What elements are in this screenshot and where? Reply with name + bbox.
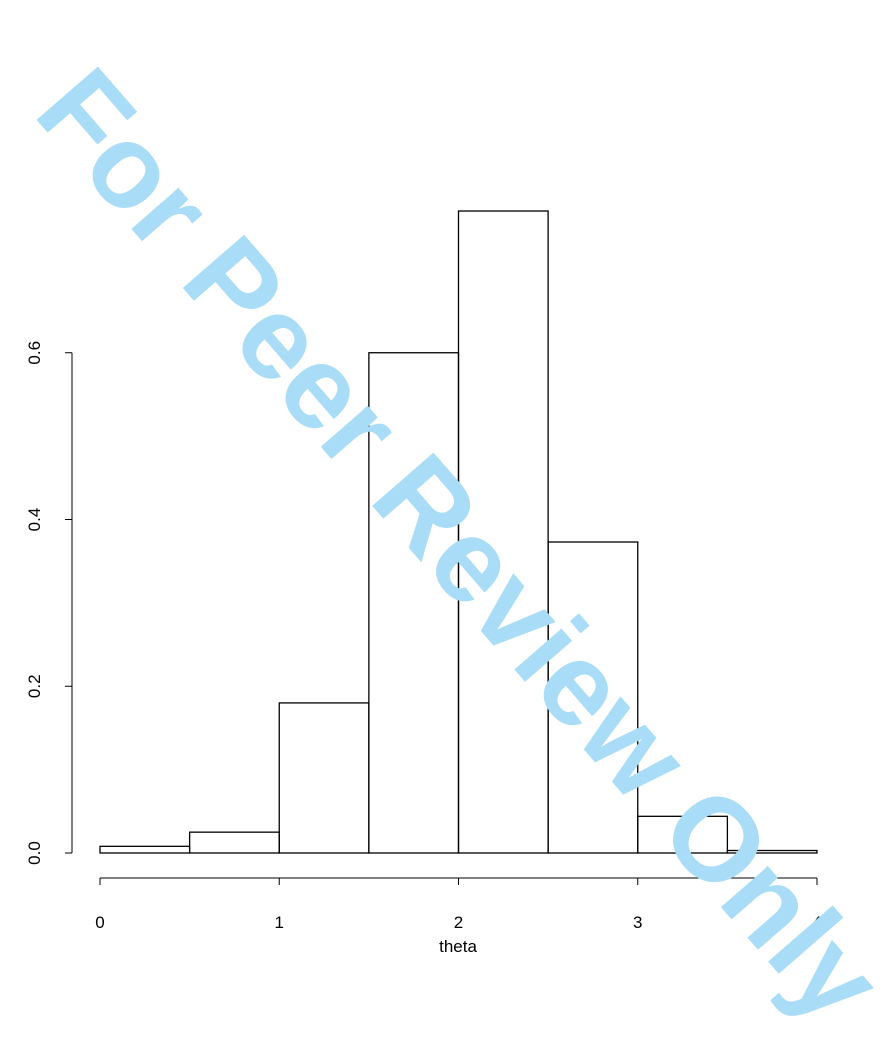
watermark: For Peer Review Only	[12, 44, 883, 1046]
bar	[457, 210, 549, 854]
x-axis-label: theta	[439, 937, 477, 956]
bar	[547, 541, 639, 854]
bar	[278, 702, 370, 854]
y-tick-label: 0.2	[25, 674, 44, 698]
y-tick-label: 0.6	[25, 341, 44, 365]
x-tick-label: 4	[812, 913, 821, 932]
x-tick-label: 2	[454, 913, 463, 932]
bar	[637, 815, 729, 854]
bar	[726, 849, 818, 854]
y-tick-label: 0.0	[25, 841, 44, 865]
y-tick-label: 0.4	[25, 508, 44, 532]
x-tick-label: 3	[633, 913, 642, 932]
bar	[99, 845, 191, 854]
x-tick-label: 0	[95, 913, 104, 932]
bar	[188, 831, 280, 854]
x-tick-label: 1	[275, 913, 284, 932]
